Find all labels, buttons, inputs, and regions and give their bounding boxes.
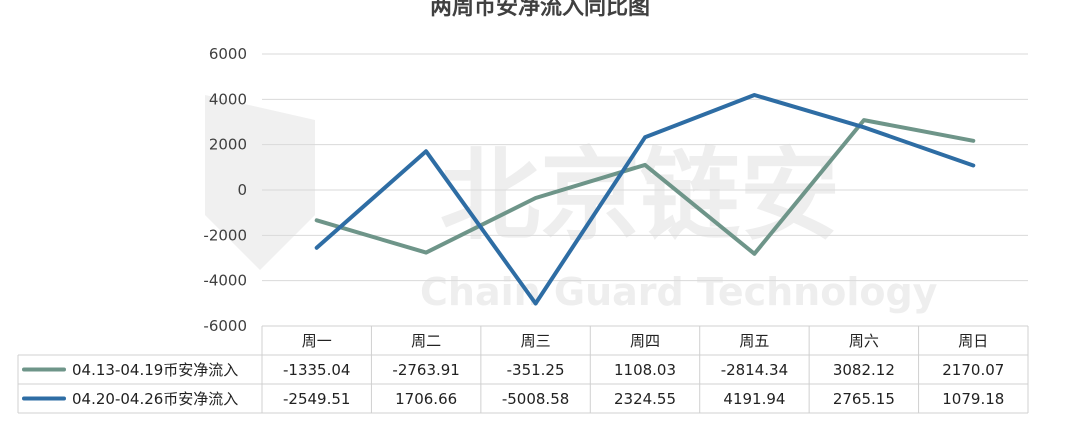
watermark-main-text: 北京链安 (440, 137, 840, 254)
y-tick-label: 2000 (209, 136, 247, 154)
legend-series-name: 04.13-04.19币安净流入 (72, 361, 238, 379)
watermark-sub-text: Chain Guard Technology (420, 270, 938, 314)
data-table: 周一 周二 周三 周四 周五 周六 周日 04.13-04.19币安净流入 -1335.04 -2… (17, 325, 1029, 414)
data-table-value: -351.25 (507, 361, 565, 379)
x-category-label: 周六 (849, 332, 879, 350)
data-table-value: 1706.66 (395, 390, 457, 408)
y-tick-label: 6000 (209, 45, 247, 63)
data-table-value: 3082.12 (833, 361, 895, 379)
x-category-label: 周二 (411, 332, 441, 350)
data-table-value: 4191.94 (723, 390, 785, 408)
data-table-value: -2549.51 (283, 390, 350, 408)
data-table-value: 1079.18 (942, 390, 1004, 408)
x-category-label: 周四 (630, 332, 660, 350)
y-tick-label: -6000 (203, 317, 247, 335)
chart-title: 两周币安净流入同比图 (430, 0, 650, 20)
data-table-value: -2763.91 (392, 361, 459, 379)
data-table-value: -2814.34 (721, 361, 788, 379)
x-category-label: 周日 (958, 332, 988, 350)
y-tick-label: -4000 (203, 272, 247, 290)
watermark-logo-icon (205, 95, 315, 270)
data-table-value: 2324.55 (614, 390, 676, 408)
data-table-value: 1108.03 (614, 361, 676, 379)
y-tick-label: -2000 (203, 226, 247, 244)
y-tick-label: 4000 (209, 90, 247, 108)
legend-series-name: 04.20-04.26币安净流入 (72, 390, 238, 408)
data-table-value: -5008.58 (502, 390, 569, 408)
data-table-value: 2765.15 (833, 390, 895, 408)
x-category-label: 周三 (521, 332, 551, 350)
series-lines (314, 93, 976, 306)
x-category-label: 周五 (739, 332, 769, 350)
watermark: 北京链安 Chain Guard Technology (205, 95, 938, 314)
x-category-label: 周一 (302, 332, 332, 350)
y-axis-ticks: 6000 4000 2000 0 -2000 -4000 -6000 (203, 45, 247, 335)
y-tick-label: 0 (237, 181, 247, 199)
data-table-value: -1335.04 (283, 361, 350, 379)
data-table-value: 2170.07 (942, 361, 1004, 379)
